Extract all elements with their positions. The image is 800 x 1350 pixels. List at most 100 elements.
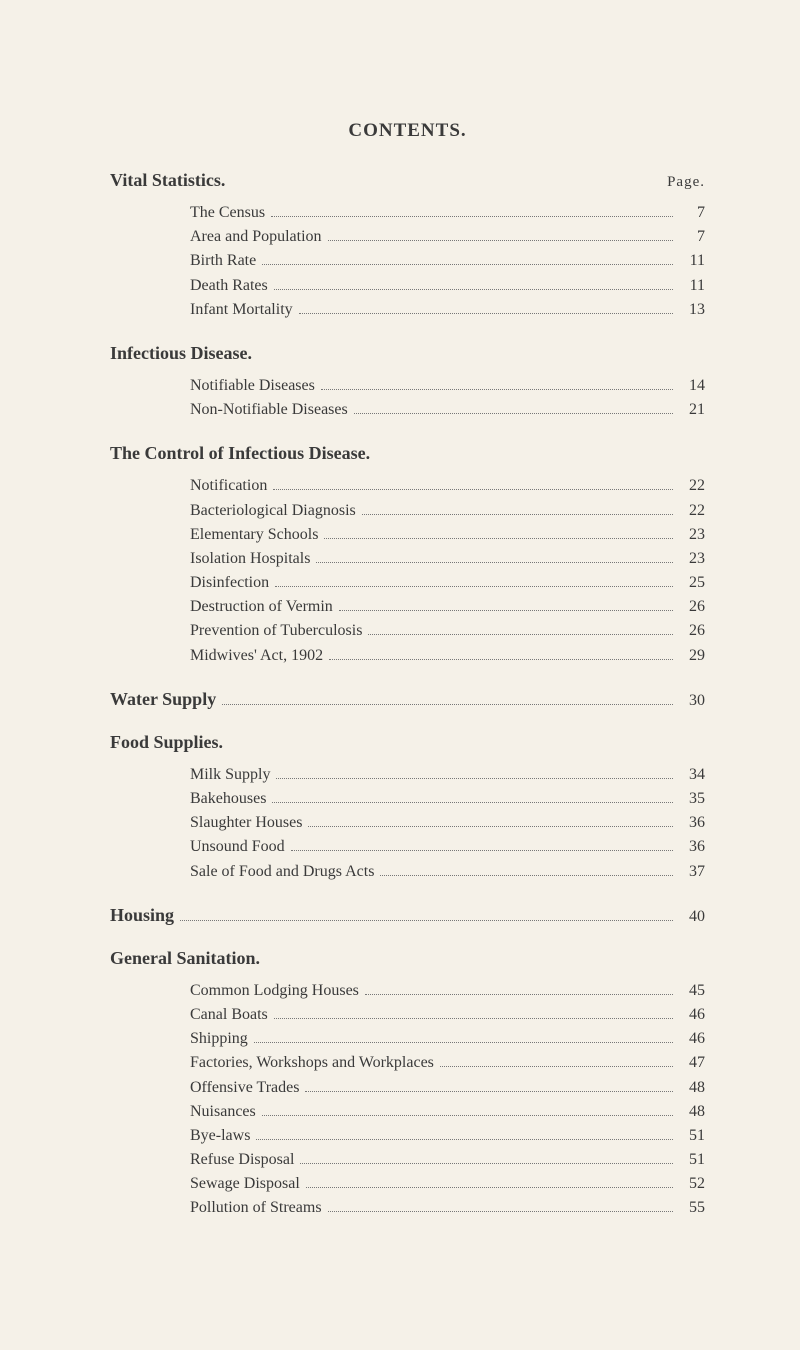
entry-page: 51 — [679, 1124, 705, 1147]
leader-dots — [272, 801, 673, 803]
leader-dots — [440, 1065, 673, 1067]
entry-page: 40 — [679, 908, 705, 926]
toc-entry: Notifiable Diseases 14 — [110, 374, 705, 397]
entry-page: 48 — [679, 1100, 705, 1123]
toc-entry: Factories, Workshops and Workplaces47 — [110, 1051, 705, 1074]
leader-dots — [222, 703, 673, 705]
toc-entry: Sewage Disposal52 — [110, 1172, 705, 1195]
toc-entry: Prevention of Tuberculosis26 — [110, 619, 705, 642]
entry-label: Milk Supply — [190, 763, 270, 786]
entry-label: Midwives' Act, 1902 — [190, 644, 323, 667]
section-heading: The Control of Infectious Disease. — [110, 443, 705, 464]
contents-page: CONTENTS. Vital Statistics.Page. The Cens… — [0, 0, 800, 1261]
entry-page: 46 — [679, 1003, 705, 1026]
section-inline-row: Housing40 — [110, 905, 705, 926]
toc-entry: Bye-laws51 — [110, 1124, 705, 1147]
leader-dots — [254, 1041, 673, 1043]
entry-page: 25 — [679, 571, 705, 594]
toc-entry: Nuisances 48 — [110, 1100, 705, 1123]
entry-page: 48 — [679, 1076, 705, 1099]
toc-entry: Sale of Food and Drugs Acts37 — [110, 860, 705, 883]
entry-page: 36 — [679, 811, 705, 834]
entry-label: Common Lodging Houses — [190, 979, 359, 1002]
toc-entry: Isolation Hospitals23 — [110, 547, 705, 570]
leader-dots — [180, 919, 673, 921]
entry-label: Slaughter Houses — [190, 811, 302, 834]
leader-dots — [271, 215, 673, 217]
leader-dots — [339, 609, 673, 611]
section-header-row: Vital Statistics.Page. — [110, 170, 705, 191]
leader-dots — [306, 1186, 673, 1188]
toc-entry: The Census7 — [110, 201, 705, 224]
entry-label: Bacteriological Diagnosis — [190, 499, 356, 522]
entry-page: 51 — [679, 1148, 705, 1171]
toc-entry: Non-Notifiable Diseases 21 — [110, 398, 705, 421]
page-title: CONTENTS. — [110, 120, 705, 142]
leader-dots — [329, 658, 673, 660]
entry-label: The Census — [190, 201, 265, 224]
toc-entry: Birth Rate11 — [110, 249, 705, 272]
leader-dots — [321, 388, 673, 390]
entry-page: 26 — [679, 595, 705, 618]
entry-page: 11 — [679, 249, 705, 272]
entry-label: Notifiable Diseases — [190, 374, 315, 397]
entry-label: Sewage Disposal — [190, 1172, 300, 1195]
leader-dots — [276, 777, 673, 779]
entry-label: Unsound Food — [190, 835, 285, 858]
entry-page: 14 — [679, 374, 705, 397]
entry-page: 47 — [679, 1051, 705, 1074]
entry-label: Non-Notifiable Diseases — [190, 398, 348, 421]
leader-dots — [328, 1210, 673, 1212]
toc-entry: Milk Supply34 — [110, 763, 705, 786]
entry-page: 23 — [679, 523, 705, 546]
entry-label: Isolation Hospitals — [190, 547, 310, 570]
section-heading: Food Supplies. — [110, 732, 705, 753]
leader-dots — [262, 263, 673, 265]
leader-dots — [275, 585, 673, 587]
toc-entry: Death Rates11 — [110, 274, 705, 297]
toc-entry: Refuse Disposal51 — [110, 1148, 705, 1171]
leader-dots — [368, 633, 673, 635]
entry-label: Offensive Trades — [190, 1076, 299, 1099]
entry-page: 45 — [679, 979, 705, 1002]
leader-dots — [316, 561, 673, 563]
leader-dots — [274, 288, 673, 290]
toc-entry: Canal Boats 46 — [110, 1003, 705, 1026]
entry-page: 35 — [679, 787, 705, 810]
entry-page: 37 — [679, 860, 705, 883]
toc-entry: Slaughter Houses 36 — [110, 811, 705, 834]
section-heading: General Sanitation. — [110, 948, 705, 969]
page-label: Page. — [667, 174, 705, 191]
leader-dots — [328, 239, 673, 241]
leader-dots — [291, 849, 673, 851]
entry-label: Elementary Schools — [190, 523, 318, 546]
section-inline-row: Water Supply 30 — [110, 689, 705, 710]
sections-container: Vital Statistics.Page.The Census7Area an… — [110, 170, 705, 1220]
entry-label: Bakehouses — [190, 787, 266, 810]
toc-entry: Pollution of Streams55 — [110, 1196, 705, 1219]
toc-entry: Bakehouses 35 — [110, 787, 705, 810]
toc-entry: Infant Mortality13 — [110, 298, 705, 321]
leader-dots — [299, 312, 673, 314]
leader-dots — [308, 825, 673, 827]
entry-page: 22 — [679, 474, 705, 497]
entry-page: 46 — [679, 1027, 705, 1050]
leader-dots — [365, 993, 673, 995]
entry-label: Notification — [190, 474, 267, 497]
entry-page: 22 — [679, 499, 705, 522]
entry-label: Shipping — [190, 1027, 248, 1050]
entry-label: Disinfection — [190, 571, 269, 594]
toc-entry: Shipping 46 — [110, 1027, 705, 1050]
entry-label: Nuisances — [190, 1100, 256, 1123]
entry-page: 13 — [679, 298, 705, 321]
toc-entry: Area and Population7 — [110, 225, 705, 248]
entry-page: 7 — [679, 225, 705, 248]
entry-page: 21 — [679, 398, 705, 421]
toc-entry: Elementary Schools 23 — [110, 523, 705, 546]
entry-page: 30 — [679, 692, 705, 710]
section-heading: Water Supply — [110, 689, 216, 710]
leader-dots — [380, 874, 673, 876]
leader-dots — [305, 1090, 673, 1092]
leader-dots — [362, 513, 673, 515]
entry-label: Canal Boats — [190, 1003, 268, 1026]
